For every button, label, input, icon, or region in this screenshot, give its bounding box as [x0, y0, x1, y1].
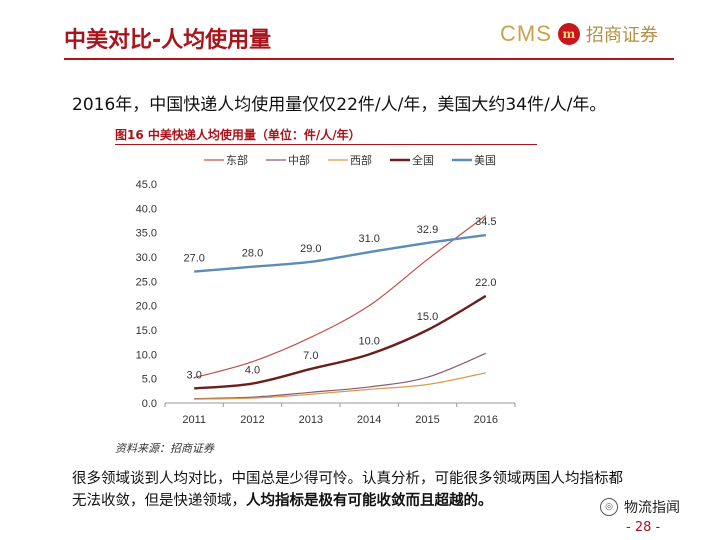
x-tick-label: 2015	[415, 414, 439, 426]
y-tick-label: 45.0	[136, 179, 157, 191]
y-tick-label: 40.0	[136, 203, 157, 215]
data-label: 22.0	[475, 277, 496, 289]
logo-cms-text: CMS	[500, 21, 552, 46]
legend-label: 中部	[288, 153, 310, 167]
series-line-西部	[194, 372, 486, 400]
series-line-全国	[194, 294, 487, 390]
wechat-label: 物流指闻	[624, 500, 680, 516]
chart-data-labels: 3.0 4.0 7.0 10.0 15.0 22.0 27.0 28.0 29.0 31.0 32.…	[183, 216, 496, 381]
chart-header: 图16 中美快递人均使用量（单位：件/人/年）	[115, 128, 361, 142]
x-tick-label: 2014	[357, 414, 381, 426]
y-tick-label: 5.0	[142, 374, 157, 386]
x-tick-label: 2013	[299, 414, 323, 426]
y-tick-label: 0.0	[142, 398, 157, 410]
chart-series	[194, 215, 487, 400]
logo-badge-icon: m	[557, 23, 580, 45]
body-paragraph: 很多领域谈到人均对比，中国总是少得可怜。认真分析，可能很多领域两国人均指标都无法…	[72, 468, 632, 512]
series-line-东部	[194, 215, 487, 379]
data-label: 10.0	[358, 335, 379, 347]
wechat-icon: ◎	[600, 498, 618, 516]
y-tick-label: 10.0	[136, 349, 157, 361]
data-label: 31.0	[358, 233, 379, 245]
data-label: 15.0	[417, 311, 438, 323]
company-logo: CMS m 招商证券	[500, 20, 658, 48]
body-text-part1: 很多领域谈到人均对比，中国总是少得可怜。认真分析，可能很多领域两国人均指标都无法…	[72, 471, 623, 509]
y-tick-label: 25.0	[136, 276, 157, 288]
series-line-美国	[194, 233, 486, 273]
source-note: 资料来源：招商证券	[115, 442, 214, 455]
page-number: - 28 -	[626, 520, 661, 535]
wechat-source: ◎ 物流指闻	[600, 497, 680, 517]
legend-label: 美国	[474, 154, 496, 167]
data-label: 7.0	[303, 350, 318, 362]
slide-title: 中美对比-人均使用量	[64, 28, 272, 53]
title-rule	[64, 58, 674, 60]
legend-label: 西部	[350, 153, 372, 167]
data-label: 27.0	[183, 253, 204, 265]
data-label: 4.0	[245, 365, 260, 377]
x-tick-label: 2011	[182, 414, 206, 426]
y-tick-label: 20.0	[136, 301, 157, 313]
x-tick-label: 2012	[240, 414, 264, 426]
y-tick-label: 35.0	[136, 228, 157, 240]
data-label: 28.0	[242, 248, 263, 260]
chart-legend: 东部 中部 西部 全国 美国	[204, 153, 496, 167]
data-label: 29.0	[300, 243, 321, 255]
legend-label: 东部	[226, 153, 248, 167]
body-text-emphasis: 人均指标是极有可能收敛而且超越的。	[246, 493, 493, 509]
data-label: 3.0	[187, 369, 202, 381]
logo-company-name: 招商证券	[585, 25, 658, 46]
y-tick-label: 15.0	[136, 325, 157, 337]
x-tick-label: 2016	[474, 414, 498, 426]
chart-axes: 0.0 5.0 10.0 15.0 20.0 25.0 30.0 35.0 40.0 45.0 20…	[136, 179, 516, 426]
data-label: 34.5	[475, 216, 496, 228]
chart-header-rule	[115, 144, 537, 145]
legend-label: 全国	[412, 153, 434, 167]
data-label: 32.9	[417, 224, 438, 236]
lead-text: 2016年，中国快递人均使用量仅仅22件/人/年，美国大约34件/人/年。	[72, 95, 607, 115]
series-line-中部	[194, 352, 487, 400]
y-tick-label: 30.0	[136, 252, 157, 264]
